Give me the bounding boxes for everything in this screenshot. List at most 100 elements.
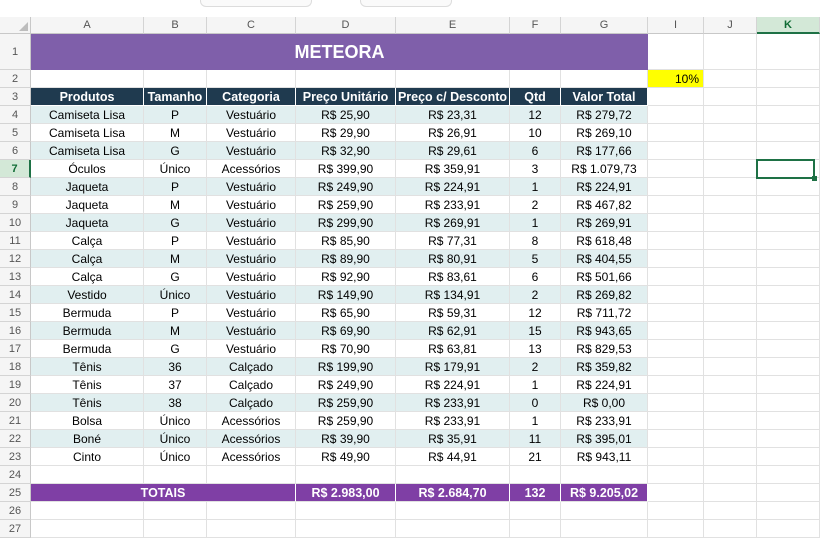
- grid-cell[interactable]: [648, 286, 704, 304]
- table-cell[interactable]: 6: [510, 268, 561, 286]
- column-header-k[interactable]: K: [757, 17, 820, 34]
- grid-cell[interactable]: [757, 88, 820, 106]
- grid-cell[interactable]: [648, 394, 704, 412]
- grid-cell[interactable]: [757, 412, 820, 430]
- table-cell[interactable]: 13: [510, 340, 561, 358]
- grid-cell[interactable]: [144, 520, 207, 538]
- table-cell[interactable]: R$ 233,91: [561, 412, 648, 430]
- table-cell[interactable]: M: [144, 196, 207, 214]
- table-cell[interactable]: Óculos: [31, 160, 144, 178]
- grid-cell[interactable]: [704, 412, 757, 430]
- grid-cell[interactable]: [510, 502, 561, 520]
- grid-cell[interactable]: [396, 502, 510, 520]
- grid-cell[interactable]: [144, 502, 207, 520]
- row-header-10[interactable]: 10: [0, 214, 31, 232]
- grid-cell[interactable]: [31, 70, 144, 88]
- grid-cell[interactable]: [757, 466, 820, 484]
- table-cell[interactable]: Camiseta Lisa: [31, 124, 144, 142]
- table-header-cell[interactable]: Categoria: [207, 88, 296, 106]
- table-cell[interactable]: R$ 65,90: [296, 304, 396, 322]
- table-cell[interactable]: R$ 224,91: [561, 178, 648, 196]
- table-cell[interactable]: P: [144, 232, 207, 250]
- table-cell[interactable]: R$ 279,72: [561, 106, 648, 124]
- grid-cell[interactable]: [648, 484, 704, 502]
- grid-cell[interactable]: [757, 484, 820, 502]
- row-header-21[interactable]: 21: [0, 412, 31, 430]
- grid-cell[interactable]: [648, 376, 704, 394]
- table-cell[interactable]: R$ 233,91: [396, 394, 510, 412]
- grid-cell[interactable]: [510, 520, 561, 538]
- table-cell[interactable]: 11: [510, 430, 561, 448]
- table-cell[interactable]: R$ 63,81: [396, 340, 510, 358]
- column-header-f[interactable]: F: [510, 17, 561, 34]
- table-cell[interactable]: Único: [144, 160, 207, 178]
- table-cell[interactable]: Bermuda: [31, 304, 144, 322]
- table-cell[interactable]: 1: [510, 412, 561, 430]
- table-header-cell[interactable]: Preço Unitário: [296, 88, 396, 106]
- table-cell[interactable]: Vestuário: [207, 214, 296, 232]
- grid-cell[interactable]: [207, 70, 296, 88]
- table-cell[interactable]: R$ 233,91: [396, 412, 510, 430]
- table-cell[interactable]: Vestido: [31, 286, 144, 304]
- table-cell[interactable]: Vestuário: [207, 178, 296, 196]
- table-cell[interactable]: R$ 39,90: [296, 430, 396, 448]
- grid-cell[interactable]: [757, 304, 820, 322]
- table-cell[interactable]: Vestuário: [207, 142, 296, 160]
- grid-cell[interactable]: [704, 340, 757, 358]
- grid-cell[interactable]: [704, 448, 757, 466]
- row-header-15[interactable]: 15: [0, 304, 31, 322]
- table-header-cell[interactable]: Preço c/ Desconto: [396, 88, 510, 106]
- table-cell[interactable]: R$ 179,91: [396, 358, 510, 376]
- row-header-26[interactable]: 26: [0, 502, 31, 520]
- column-header-d[interactable]: D: [296, 17, 396, 34]
- table-cell[interactable]: Vestuário: [207, 340, 296, 358]
- row-header-23[interactable]: 23: [0, 448, 31, 466]
- grid-cell[interactable]: [757, 232, 820, 250]
- row-header-20[interactable]: 20: [0, 394, 31, 412]
- row-header-2[interactable]: 2: [0, 70, 31, 88]
- grid-cell[interactable]: [757, 394, 820, 412]
- table-header-cell[interactable]: Tamanho: [144, 88, 207, 106]
- grid-cell[interactable]: [704, 484, 757, 502]
- fill-handle[interactable]: [812, 176, 817, 181]
- grid-cell[interactable]: [704, 358, 757, 376]
- grid-cell[interactable]: [757, 322, 820, 340]
- row-header-11[interactable]: 11: [0, 232, 31, 250]
- grid-cell[interactable]: [648, 142, 704, 160]
- grid-cell[interactable]: [704, 124, 757, 142]
- table-cell[interactable]: 1: [510, 178, 561, 196]
- grid-cell[interactable]: [396, 466, 510, 484]
- table-cell[interactable]: Jaqueta: [31, 214, 144, 232]
- grid-cell[interactable]: [757, 286, 820, 304]
- grid-cell[interactable]: [704, 430, 757, 448]
- grid-cell[interactable]: [648, 106, 704, 124]
- table-cell[interactable]: Bermuda: [31, 322, 144, 340]
- grid-cell[interactable]: [704, 322, 757, 340]
- grid-cell[interactable]: [704, 196, 757, 214]
- table-cell[interactable]: Vestuário: [207, 106, 296, 124]
- grid-cell[interactable]: [648, 358, 704, 376]
- table-cell[interactable]: Único: [144, 448, 207, 466]
- grid-cell[interactable]: [648, 124, 704, 142]
- table-cell[interactable]: Boné: [31, 430, 144, 448]
- table-cell[interactable]: Vestuário: [207, 250, 296, 268]
- table-cell[interactable]: G: [144, 214, 207, 232]
- table-cell[interactable]: R$ 269,91: [396, 214, 510, 232]
- table-cell[interactable]: M: [144, 322, 207, 340]
- table-cell[interactable]: R$ 224,91: [561, 376, 648, 394]
- grid-cell[interactable]: [648, 430, 704, 448]
- grid-cell[interactable]: [704, 70, 757, 88]
- grid-cell[interactable]: [648, 160, 704, 178]
- table-cell[interactable]: 1: [510, 214, 561, 232]
- discount-cell[interactable]: 10%: [648, 70, 704, 88]
- table-cell[interactable]: R$ 395,01: [561, 430, 648, 448]
- table-cell[interactable]: Vestuário: [207, 268, 296, 286]
- table-cell[interactable]: R$ 224,91: [396, 376, 510, 394]
- totals-preco-unitario[interactable]: R$ 2.983,00: [296, 484, 396, 502]
- table-cell[interactable]: Bolsa: [31, 412, 144, 430]
- table-header-cell[interactable]: Qtd: [510, 88, 561, 106]
- table-cell[interactable]: R$ 359,91: [396, 160, 510, 178]
- table-cell[interactable]: Calçado: [207, 358, 296, 376]
- row-header-18[interactable]: 18: [0, 358, 31, 376]
- table-cell[interactable]: Camiseta Lisa: [31, 106, 144, 124]
